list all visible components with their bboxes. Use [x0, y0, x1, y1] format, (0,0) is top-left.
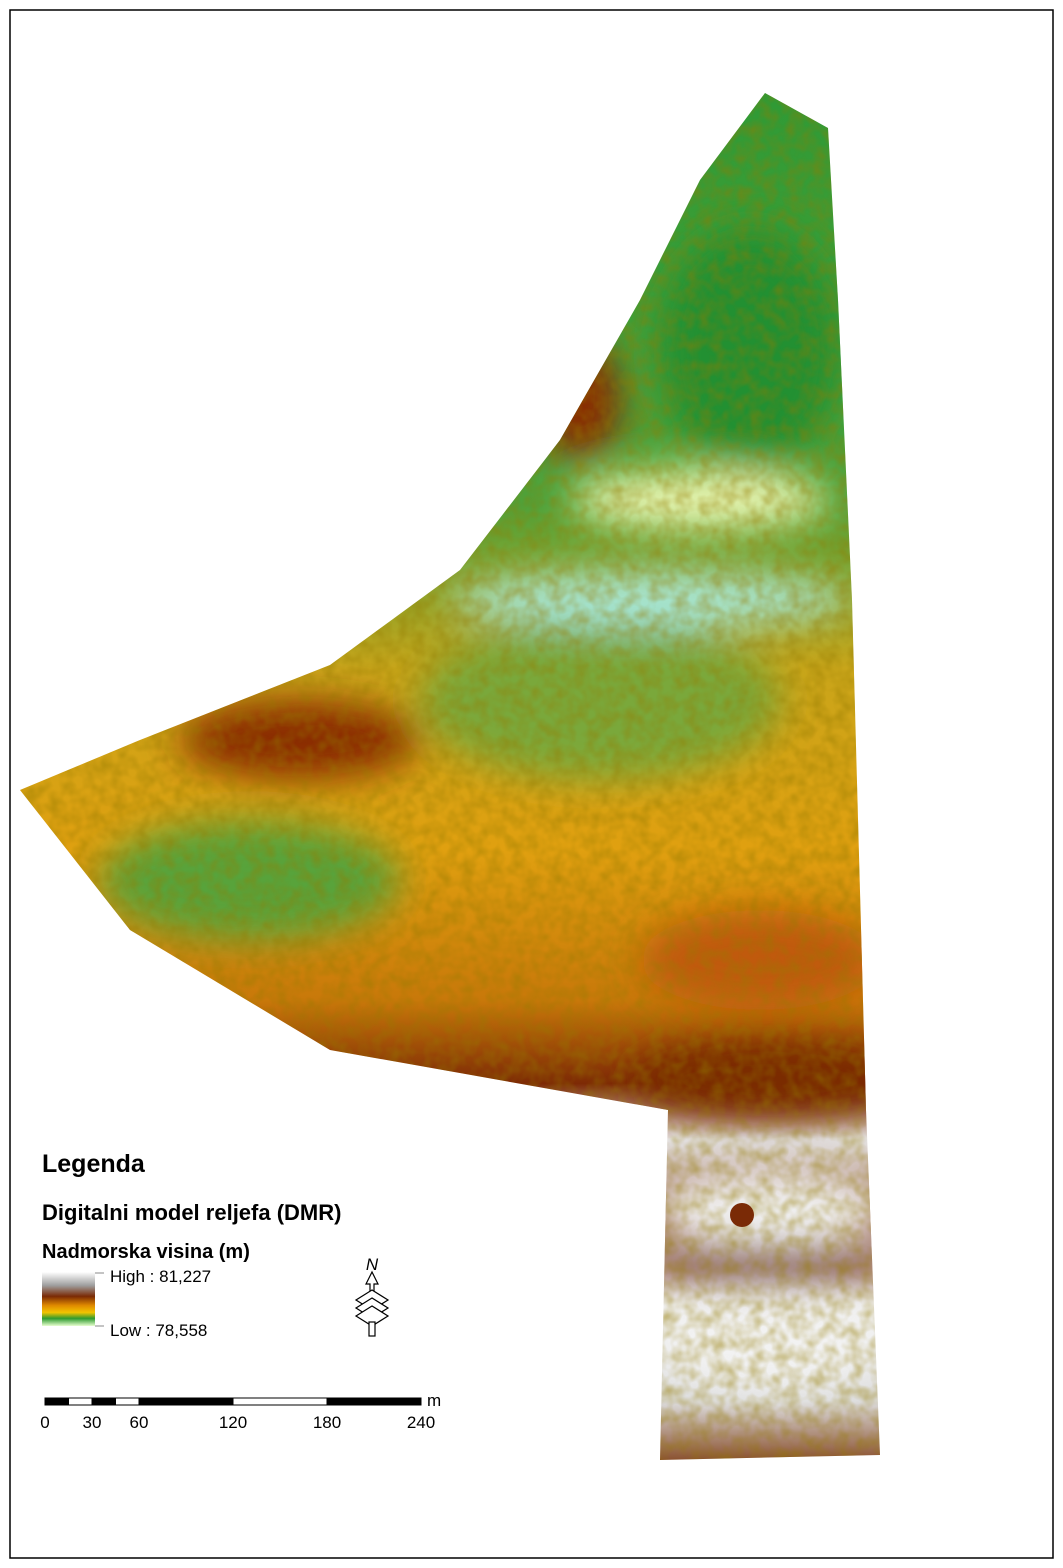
- scale-segment: [327, 1398, 421, 1405]
- scale-label: 0: [40, 1413, 49, 1432]
- scale-unit: m: [427, 1391, 441, 1410]
- scale-label: 120: [219, 1413, 247, 1432]
- legend-field: Nadmorska visina (m): [42, 1241, 250, 1263]
- north-label: N: [366, 1255, 379, 1274]
- legend-layer: Digitalni model reljefa (DMR): [42, 1200, 341, 1225]
- legend-title: Legenda: [42, 1150, 146, 1178]
- scale-bar: 0 30 60 120 180 240 m: [40, 1391, 441, 1432]
- scale-segment: [69, 1398, 93, 1405]
- scale-label: 180: [313, 1413, 341, 1432]
- legend-high: High : 81,227: [110, 1267, 211, 1286]
- scale-segment: [92, 1398, 116, 1405]
- scale-label: 240: [407, 1413, 435, 1432]
- legend-low: Low : 78,558: [110, 1321, 207, 1340]
- scale-segment: [139, 1398, 233, 1405]
- map-page: Legenda Digitalni model reljefa (DMR) Na…: [0, 0, 1063, 1568]
- scale-segment: [45, 1398, 69, 1405]
- scale-label: 30: [83, 1413, 102, 1432]
- dem-raster: [0, 90, 910, 1470]
- scale-segment: [116, 1398, 140, 1405]
- scale-segment: [233, 1398, 327, 1405]
- color-ramp: [42, 1272, 95, 1326]
- north-arrow: N: [356, 1255, 388, 1336]
- scale-label: 60: [130, 1413, 149, 1432]
